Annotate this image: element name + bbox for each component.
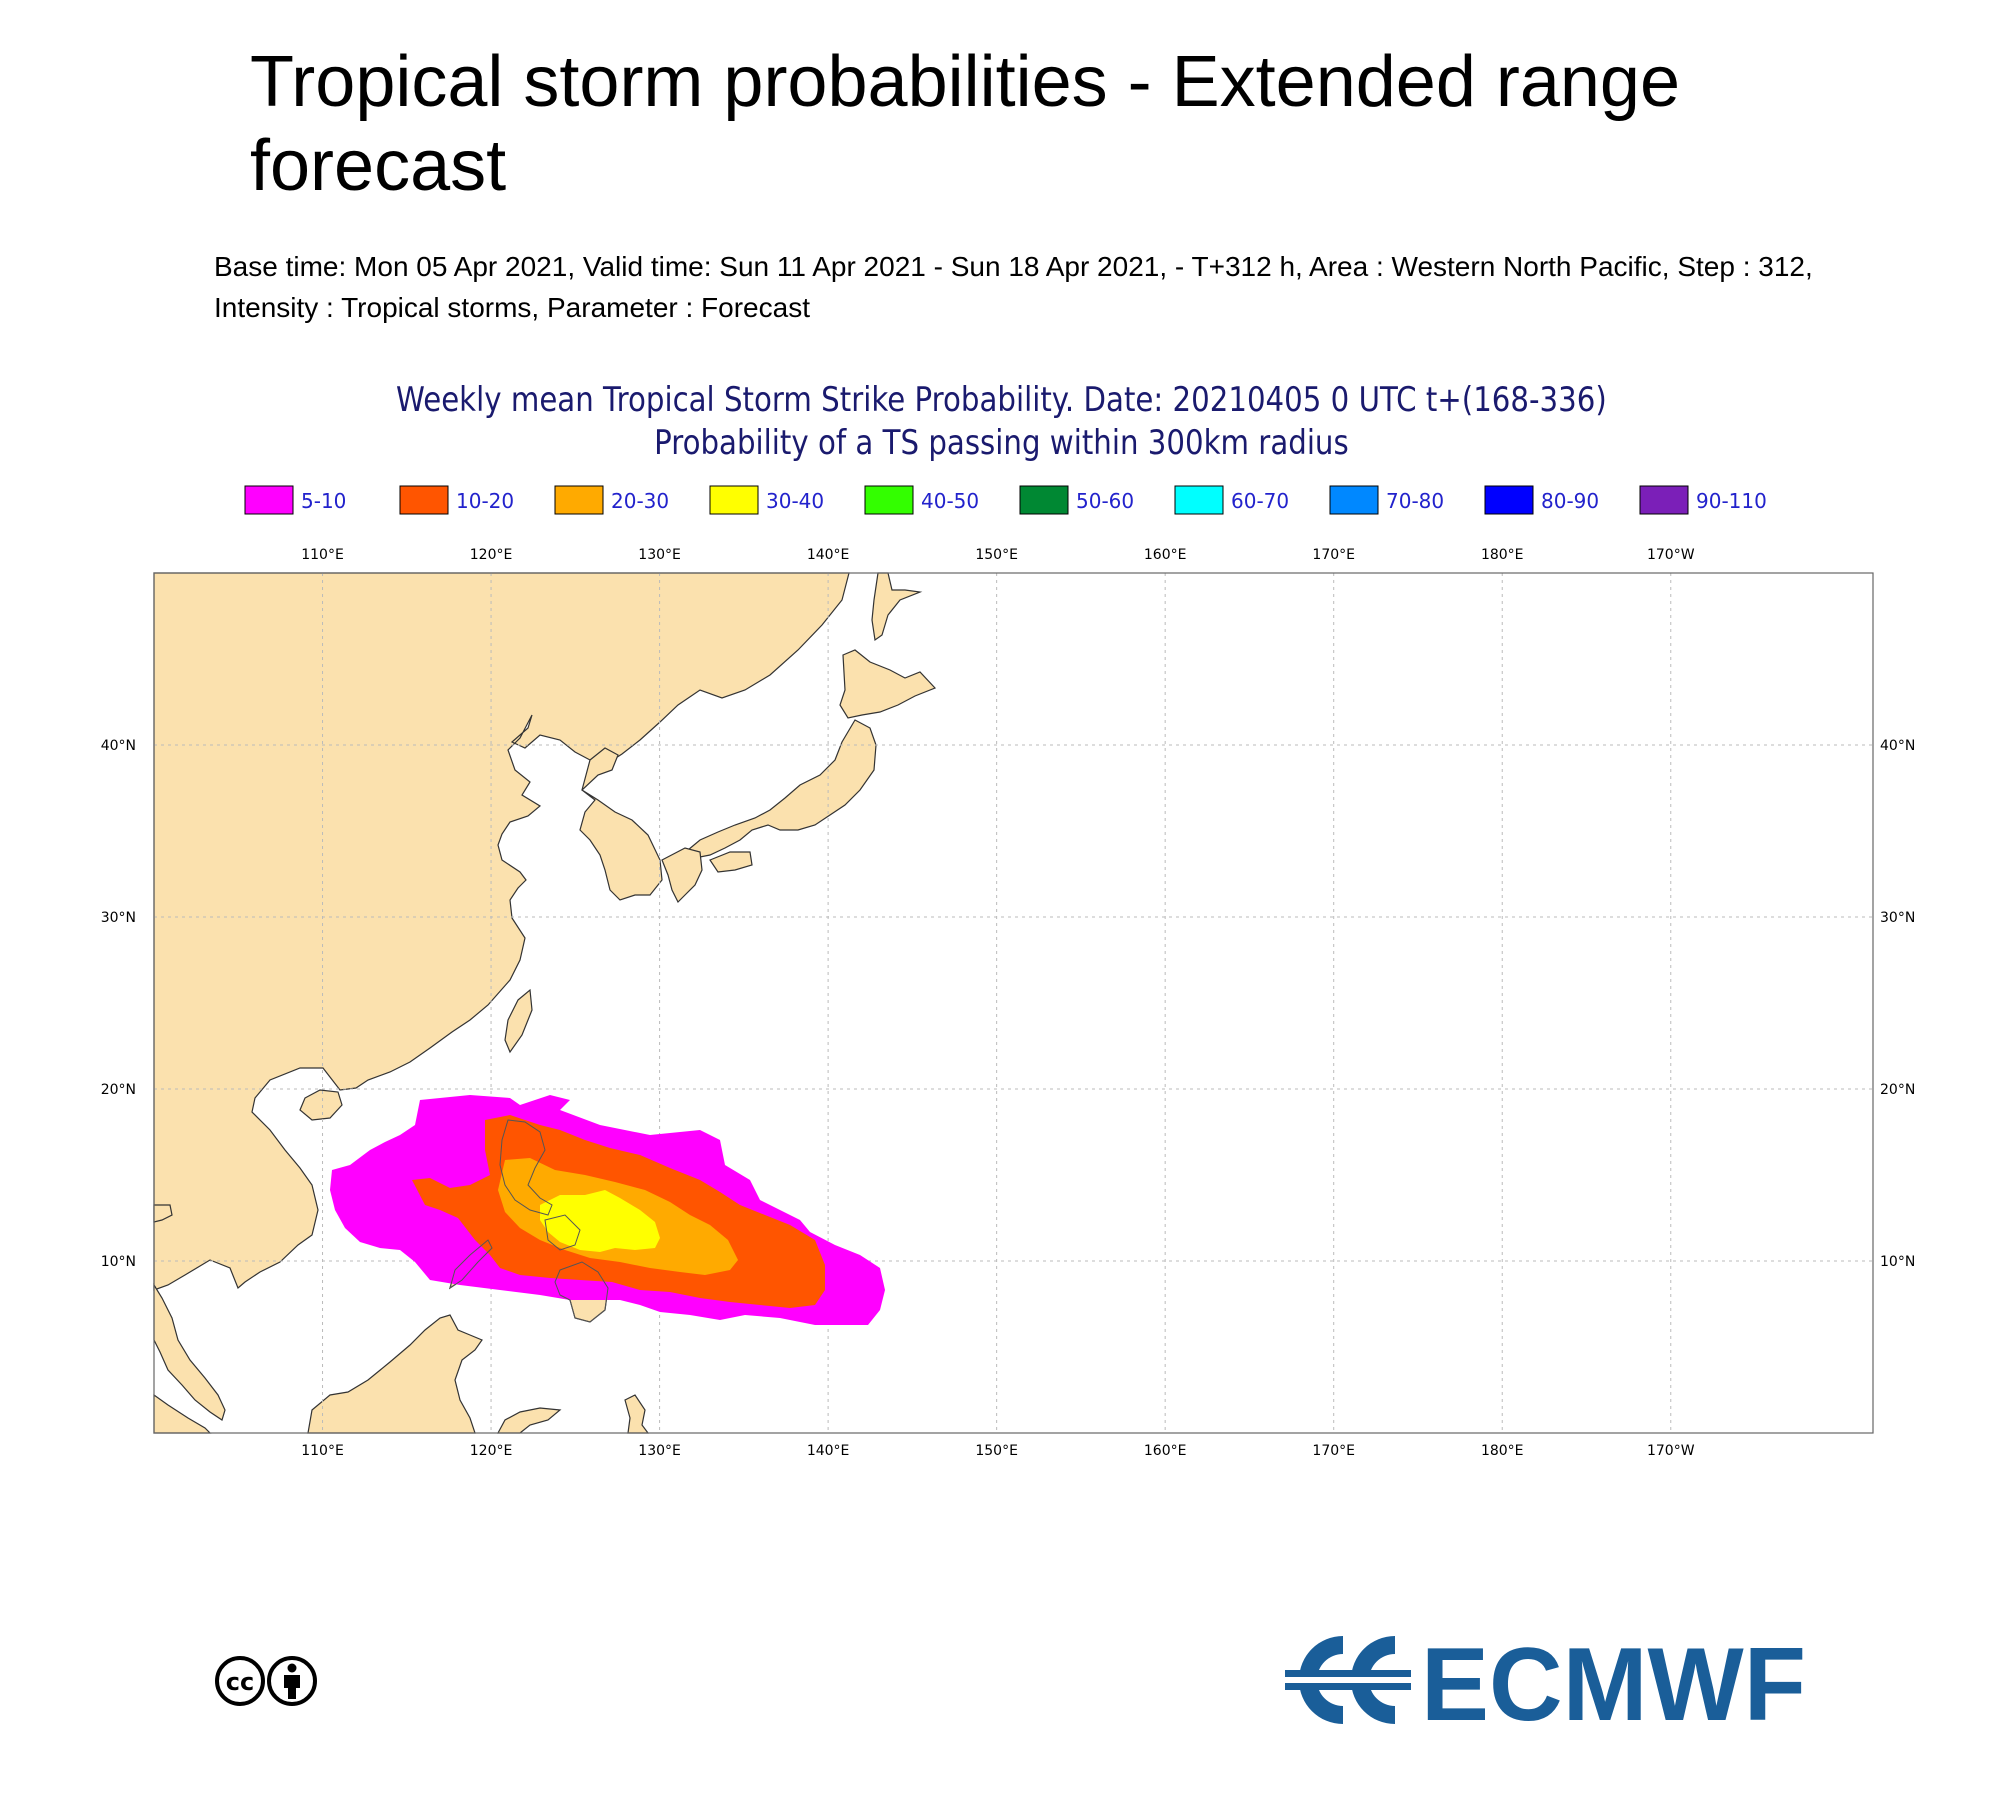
legend-label-5-10: 5-10 (301, 489, 346, 513)
map-frame (153, 572, 1874, 1434)
left-lat-label: 10°N (101, 1254, 136, 1270)
probability-contours (330, 1095, 885, 1325)
legend-swatch-60-70 (1174, 485, 1224, 515)
svg-text:ECMWF: ECMWF (1421, 1630, 1806, 1730)
cc-by-icon: cc (215, 1656, 317, 1706)
left-lat-label: 30°N (101, 910, 136, 926)
japan-kyushu (661, 847, 703, 904)
top-lon-label: 160°E (1144, 547, 1187, 563)
legend-swatch-90-110 (1639, 485, 1689, 515)
map-area (153, 572, 1874, 1434)
taiwan (504, 988, 533, 1054)
legend-swatch-80-90 (1484, 485, 1534, 515)
plot-title-line-1: Weekly mean Tropical Storm Strike Probab… (396, 380, 1607, 420)
bottom-lon-label: 170°E (1312, 1443, 1355, 1459)
legend-swatch-5-10 (244, 485, 294, 515)
legend-swatch-40-50 (864, 485, 914, 515)
philippines-outline (449, 1119, 609, 1323)
left-lat-label: 20°N (101, 1082, 136, 1098)
legend-label-70-80: 70-80 (1386, 489, 1444, 513)
sulawesi (496, 1407, 562, 1434)
korea-peninsula (579, 747, 663, 901)
legend-label-80-90: 80-90 (1541, 489, 1599, 513)
bottom-lon-label: 160°E (1144, 1443, 1187, 1459)
right-lat-label: 20°N (1880, 1082, 1915, 1098)
right-lat-label: 30°N (1880, 910, 1915, 926)
right-lat-label: 40°N (1880, 738, 1915, 754)
bottom-lon-label: 110°E (301, 1443, 344, 1459)
bottom-lon-label: 120°E (470, 1443, 513, 1459)
top-lon-label: 170°E (1312, 547, 1355, 563)
legend-swatch-50-60 (1019, 485, 1069, 515)
top-lon-label: 140°E (807, 547, 850, 563)
legend-swatch-70-80 (1329, 485, 1379, 515)
legend-swatch-20-30 (554, 485, 604, 515)
bottom-lon-label: 140°E (807, 1443, 850, 1459)
top-lon-label: 170°W (1647, 547, 1695, 563)
top-lon-label: 110°E (301, 547, 344, 563)
halmahera (624, 1394, 650, 1434)
borneo (307, 1314, 483, 1434)
asia-mainland (153, 572, 850, 1291)
legend-swatch-30-40 (709, 485, 759, 515)
plot-title-line-2: Probability of a TS passing within 300km… (654, 423, 1349, 463)
bottom-lon-label: 150°E (975, 1443, 1018, 1459)
japan-shikoku (709, 851, 753, 873)
legend-label-90-110: 90-110 (1696, 489, 1767, 513)
page-title: Tropical storm probabilities - Extended … (250, 42, 1681, 206)
legend-label-40-50: 40-50 (921, 489, 979, 513)
axis-labels: 110°E 110°E 120°E 120°E 130°E 130°E 140°E 140°E… (101, 547, 1916, 1459)
bottom-lon-label: 180°E (1481, 1443, 1524, 1459)
ecmwf-logo: ECMWF (1283, 1630, 1806, 1730)
legend-label-50-60: 50-60 (1076, 489, 1134, 513)
legend-label-20-30: 20-30 (611, 489, 669, 513)
top-lon-label: 120°E (470, 547, 513, 563)
forecast-description: Base time: Mon 05 Apr 2021, Valid time: … (214, 251, 1813, 323)
japan-hokkaido (839, 649, 937, 719)
legend-label-60-70: 60-70 (1231, 489, 1289, 513)
sakhalin (871, 572, 923, 642)
contour-30-40 (540, 1190, 660, 1252)
legend-label-30-40: 30-40 (766, 489, 824, 513)
left-lat-label: 40°N (101, 738, 136, 754)
legend-label-10-20: 10-20 (456, 489, 514, 513)
bottom-lon-label: 170°W (1647, 1443, 1695, 1459)
top-lon-label: 150°E (975, 547, 1018, 563)
hainan (299, 1089, 343, 1121)
svg-text:cc: cc (226, 1668, 254, 1696)
top-lon-label: 130°E (638, 547, 681, 563)
right-lat-label: 10°N (1880, 1254, 1915, 1270)
top-lon-label: 180°E (1481, 547, 1524, 563)
japan-honshu (687, 719, 877, 859)
legend: 5-10 10-20 20-30 30-40 40-50 50-60 60-70 70-80 8… (244, 485, 1767, 515)
bottom-lon-label: 130°E (638, 1443, 681, 1459)
malay-peninsula (153, 1282, 226, 1421)
legend-swatch-10-20 (399, 485, 449, 515)
